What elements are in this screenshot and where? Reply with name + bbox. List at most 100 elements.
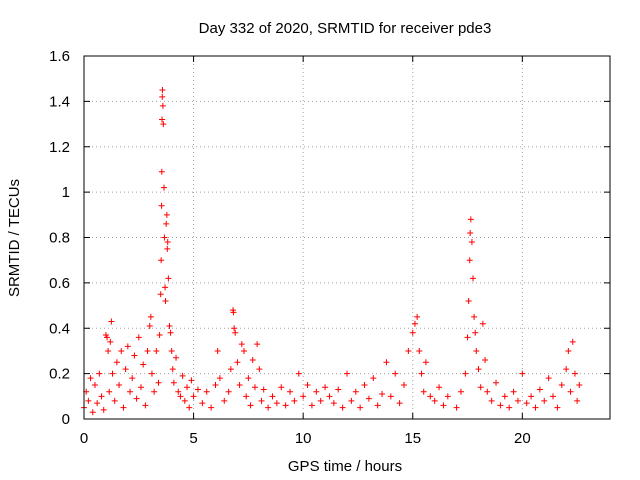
data-point	[472, 329, 479, 336]
y-tick-label: 0.4	[49, 320, 70, 337]
data-point	[100, 406, 107, 413]
data-point	[159, 102, 166, 109]
y-axis-label: SRMTID / TECUs	[6, 179, 23, 297]
data-point	[230, 309, 237, 316]
data-point	[108, 318, 115, 325]
data-point	[144, 347, 151, 354]
data-point	[528, 393, 535, 400]
data-point	[565, 347, 572, 354]
data-point	[133, 395, 140, 402]
data-point	[465, 298, 472, 305]
data-point	[251, 384, 258, 391]
data-point	[308, 402, 315, 409]
data-point	[179, 372, 186, 379]
data-point	[120, 404, 127, 411]
data-point	[111, 397, 118, 404]
data-point	[184, 384, 191, 391]
data-point	[387, 393, 394, 400]
data-point	[282, 402, 289, 409]
data-point	[216, 375, 223, 382]
data-point	[238, 341, 245, 348]
data-point	[339, 404, 346, 411]
data-point	[163, 211, 170, 218]
data-point	[188, 377, 195, 384]
data-point	[140, 361, 147, 368]
data-point	[162, 298, 169, 305]
data-point	[344, 370, 350, 377]
data-point	[127, 388, 134, 395]
data-point	[457, 388, 464, 395]
data-point	[186, 404, 193, 411]
x-tick-label: 5	[189, 430, 197, 447]
data-point	[291, 397, 298, 404]
data-point	[335, 386, 342, 393]
data-point	[159, 116, 166, 123]
y-tick-label: 1.4	[49, 93, 70, 110]
data-point	[85, 397, 92, 404]
data-point	[96, 370, 103, 377]
data-point	[118, 347, 125, 354]
data-point	[212, 381, 219, 388]
x-tick-label: 20	[514, 430, 531, 447]
data-point	[243, 393, 250, 400]
y-tick-label: 1.6	[49, 48, 70, 65]
data-point	[392, 370, 399, 377]
data-point	[467, 229, 474, 236]
chart-title: Day 332 of 2020, SRMTID for receiver pde…	[199, 20, 492, 37]
data-point	[106, 388, 113, 395]
data-point	[411, 320, 418, 327]
data-point	[287, 388, 294, 395]
data-point	[164, 239, 171, 246]
data-point	[571, 370, 578, 377]
x-tick-label: 10	[295, 430, 312, 447]
data-point	[574, 397, 581, 404]
data-point	[477, 384, 484, 391]
data-point	[436, 384, 443, 391]
data-point	[444, 393, 451, 400]
data-point	[158, 168, 165, 175]
data-point	[232, 329, 239, 336]
data-point	[137, 384, 144, 391]
data-point	[475, 366, 482, 373]
data-point	[545, 375, 552, 382]
data-point	[273, 400, 280, 407]
data-point	[576, 381, 583, 388]
x-axis-label: GPS time / hours	[288, 458, 402, 475]
data-point	[164, 245, 171, 252]
data-point	[536, 386, 543, 393]
data-point	[471, 313, 478, 320]
data-point	[383, 359, 390, 366]
data-point	[260, 386, 267, 393]
data-point	[352, 388, 359, 395]
data-point	[418, 370, 425, 377]
data-point	[181, 397, 188, 404]
y-tick-label: 1	[62, 184, 70, 201]
data-point	[479, 320, 486, 327]
data-point	[440, 402, 447, 409]
data-point	[558, 381, 565, 388]
data-point	[131, 352, 138, 359]
data-point	[158, 202, 165, 209]
data-point	[157, 291, 164, 298]
data-point	[165, 275, 172, 282]
data-point	[541, 397, 548, 404]
data-point	[160, 121, 167, 128]
data-point	[464, 334, 471, 341]
data-point	[221, 397, 228, 404]
data-point	[104, 334, 111, 341]
data-point	[532, 404, 539, 411]
data-point	[256, 366, 263, 373]
data-point	[156, 332, 163, 339]
data-point	[396, 400, 403, 407]
data-point	[523, 400, 530, 407]
data-point	[163, 220, 170, 227]
data-point	[208, 404, 215, 411]
y-tick-label: 0.8	[49, 230, 70, 247]
data-point	[300, 393, 307, 400]
data-point	[361, 381, 368, 388]
data-point	[98, 393, 105, 400]
data-point	[278, 384, 285, 391]
data-point	[416, 347, 423, 354]
data-point	[175, 388, 182, 395]
data-point	[148, 370, 155, 377]
